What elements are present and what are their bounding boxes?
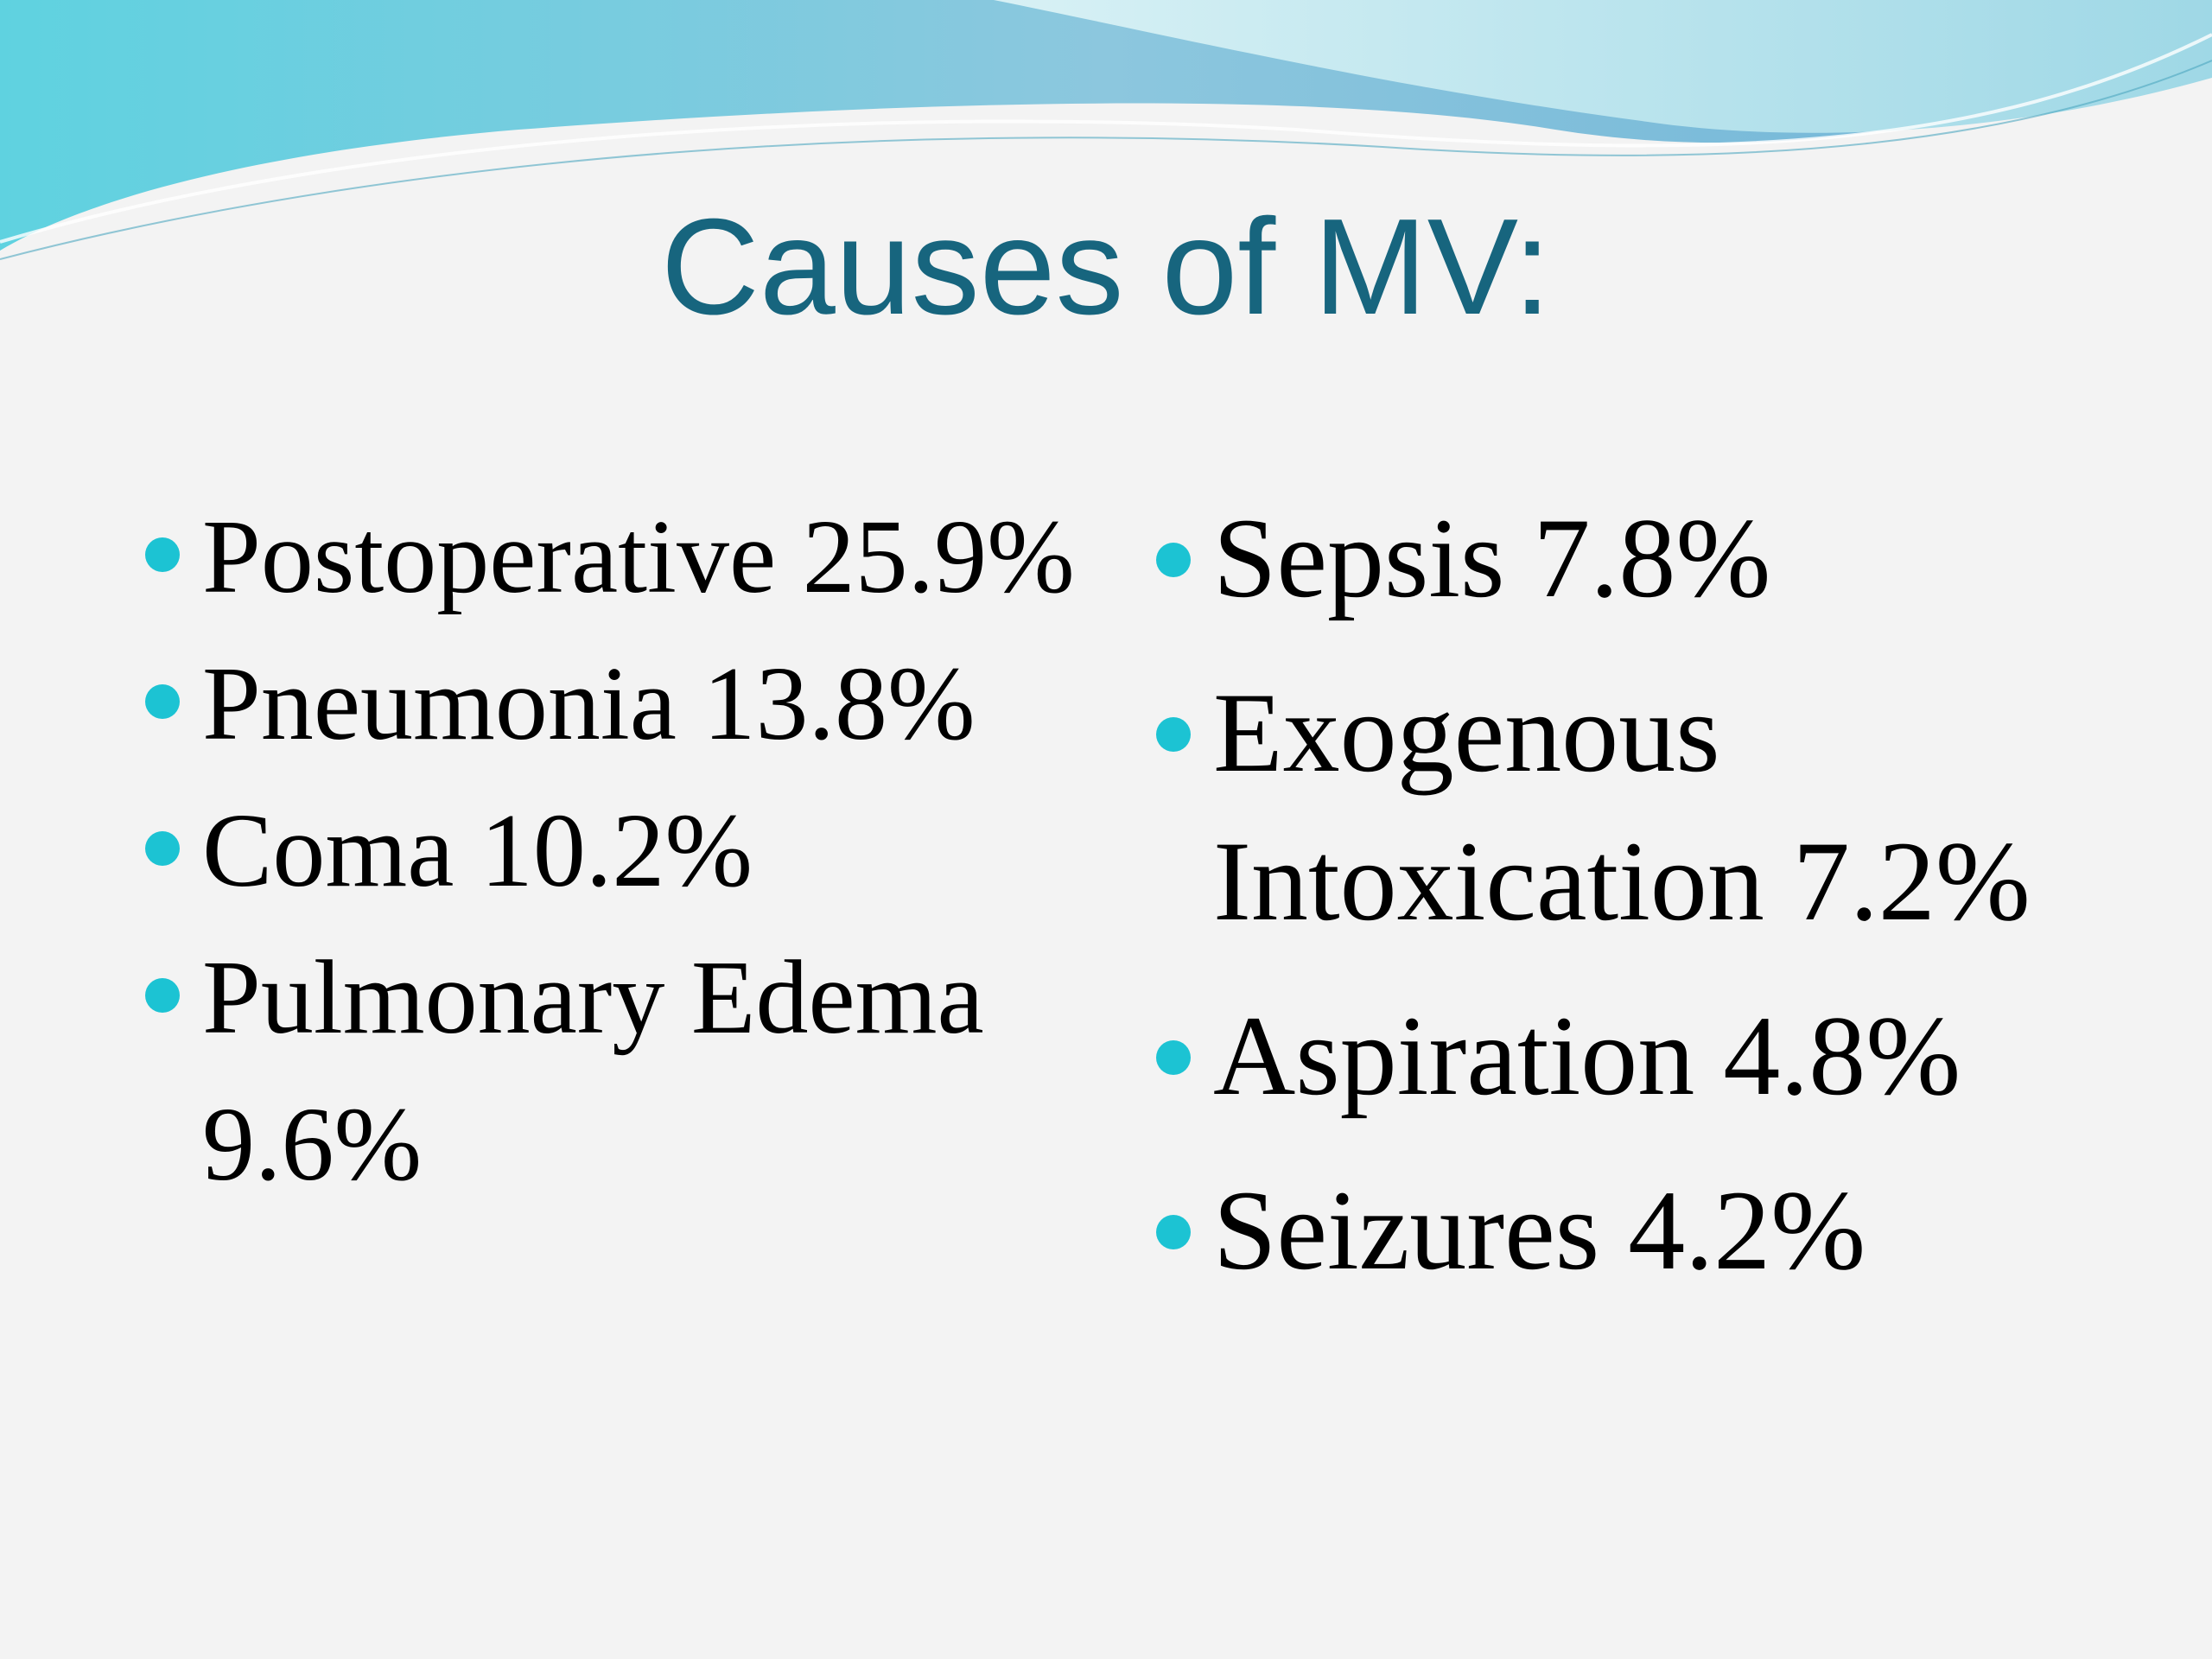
- bullet: [1156, 1215, 1191, 1249]
- bullet: [145, 978, 180, 1013]
- bullet: [145, 684, 180, 719]
- item-text: Coma 10.2%: [202, 792, 753, 909]
- bullet: [145, 831, 180, 866]
- item-text: Aspiration 4.8%: [1213, 992, 1961, 1119]
- item-text: Pneumonia 13.8%: [202, 645, 976, 762]
- wave-front: [994, 0, 2212, 133]
- item-text: Pulmonary Edema 9.6%: [202, 939, 984, 1203]
- item-text: Postoperative 25.9%: [202, 499, 1075, 615]
- slide-title: Causes of MV:: [660, 191, 1552, 343]
- item-text: Sepsis 7.8%: [1213, 494, 1771, 621]
- right-list: Sepsis 7.8% Exogenous Intoxication 7.2% …: [1149, 484, 2082, 1331]
- wave-line: [0, 33, 2212, 244]
- header-waves: [0, 0, 2212, 260]
- list-item: Pulmonary Edema 9.6%: [138, 925, 1080, 1218]
- list-item: Coma 10.2%: [138, 778, 1080, 925]
- list-item: Postoperative 25.9%: [138, 484, 1080, 631]
- list-item: Pneumonia 13.8%: [138, 631, 1080, 778]
- bullet: [1156, 717, 1191, 752]
- list-item: Aspiration 4.8%: [1149, 982, 2082, 1130]
- wave-line: [0, 60, 2212, 260]
- item-text: Seizures 4.2%: [1213, 1166, 1866, 1294]
- list-item: Seizures 4.2%: [1149, 1156, 2082, 1305]
- list-item: Exogenous Intoxication 7.2%: [1149, 658, 2082, 956]
- list-item: Sepsis 7.8%: [1149, 484, 2082, 632]
- bullet: [1156, 543, 1191, 577]
- item-text: Exogenous Intoxication 7.2%: [1213, 669, 2031, 944]
- bullet: [1156, 1040, 1191, 1075]
- bullet: [145, 537, 180, 572]
- left-list: Postoperative 25.9% Pneumonia 13.8% Coma…: [138, 484, 1080, 1218]
